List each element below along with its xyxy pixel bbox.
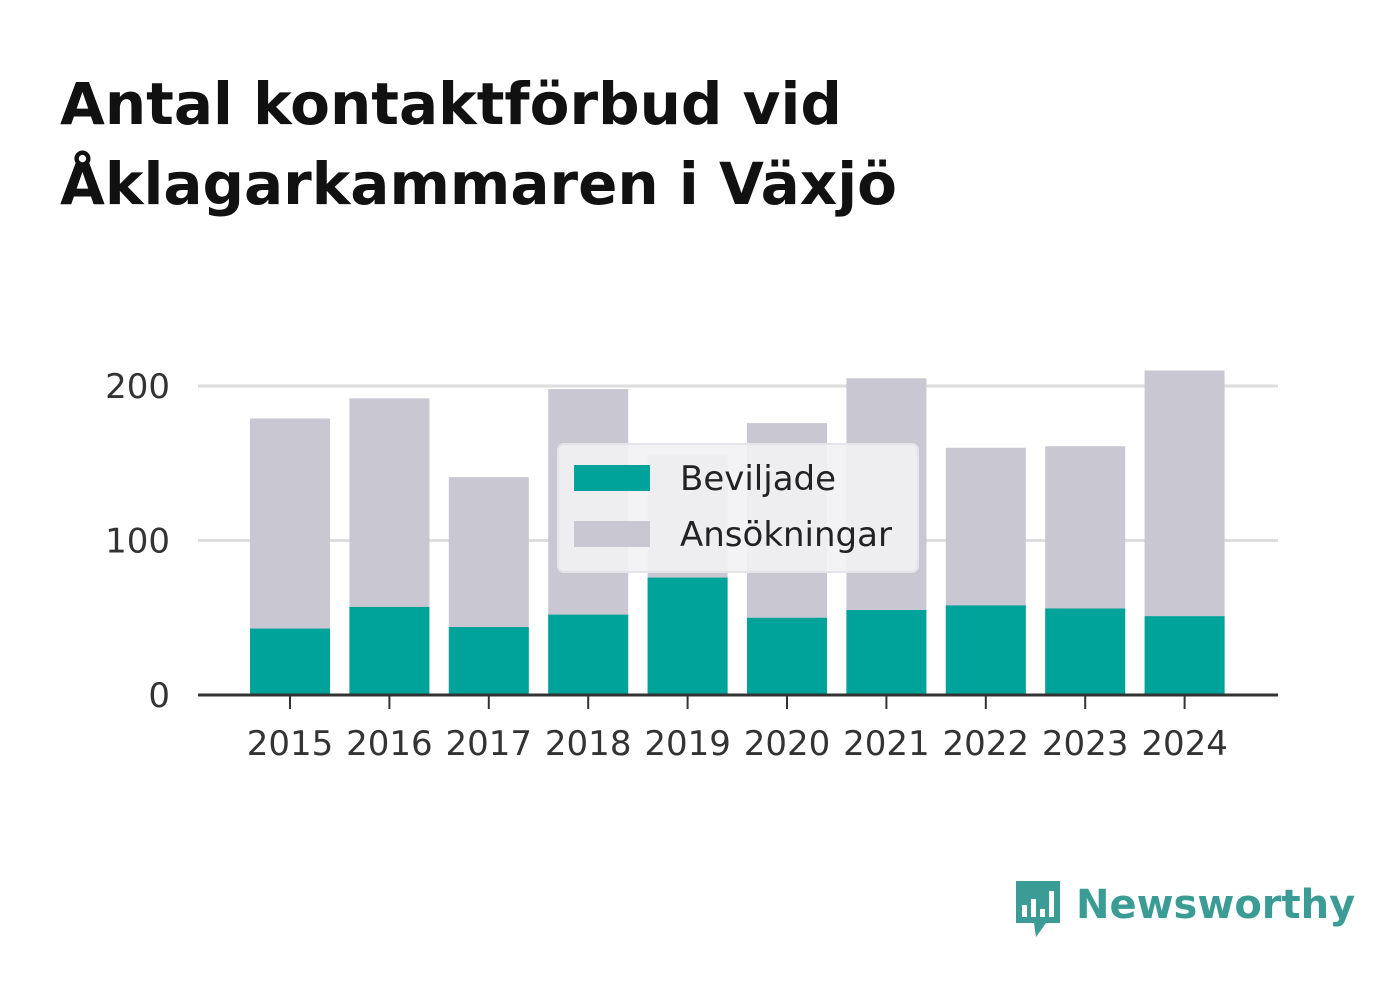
x-tick-label-2019: 2019 [644,724,731,764]
y-tick-label-200: 200 [105,367,170,407]
chart-title-line-2: Åklagarkammaren i Växjö [60,150,897,218]
legend: Beviljade Ansökningar [557,443,919,573]
x-tick-label-2024: 2024 [1141,724,1228,764]
newsworthy-logo-icon [1016,881,1060,937]
bar-beviljade-2015 [250,628,330,695]
y-tick-label-0: 0 [148,676,170,716]
x-tick-label-2017: 2017 [446,724,533,764]
chart-title-line-1: Antal kontaktförbud vid [60,70,842,138]
legend-swatch-beviljade [574,465,650,491]
bar-beviljade-2024 [1144,616,1225,695]
x-tick-label-2023: 2023 [1042,724,1129,764]
chart-title: Antal kontaktförbud vid Åklagarkammaren … [60,64,1060,224]
bar-beviljade-2019 [647,577,728,695]
bar-beviljade-2021 [846,610,927,695]
x-tick-label-2016: 2016 [346,724,433,764]
x-tick-label-2020: 2020 [744,724,831,764]
x-tick-label-2018: 2018 [545,724,632,764]
newsworthy-logo: Newsworthy [1012,878,1355,942]
bar-beviljade-2018 [548,614,629,695]
x-tick-label-2022: 2022 [943,724,1030,764]
bar-beviljade-2022 [945,605,1026,695]
axes: 0 100 200 2015 2016 2017 2018 2019 2020 2021 2022 2… [105,367,1278,764]
legend-label-ansokningar: Ansökningar [680,515,892,555]
y-tick-label-100: 100 [105,522,170,562]
bar-beviljade-2020 [747,617,827,695]
legend-label-beviljade: Beviljade [680,459,836,499]
bar-beviljade-2016 [349,606,430,695]
legend-swatch-ansokningar [574,521,650,547]
bar-beviljade-2023 [1045,608,1126,695]
bars [250,370,1225,695]
logo-text: Newsworthy [1076,882,1356,928]
x-tick-label-2021: 2021 [843,724,930,764]
bar-beviljade-2017 [448,627,529,695]
x-tick-label-2015: 2015 [247,724,334,764]
